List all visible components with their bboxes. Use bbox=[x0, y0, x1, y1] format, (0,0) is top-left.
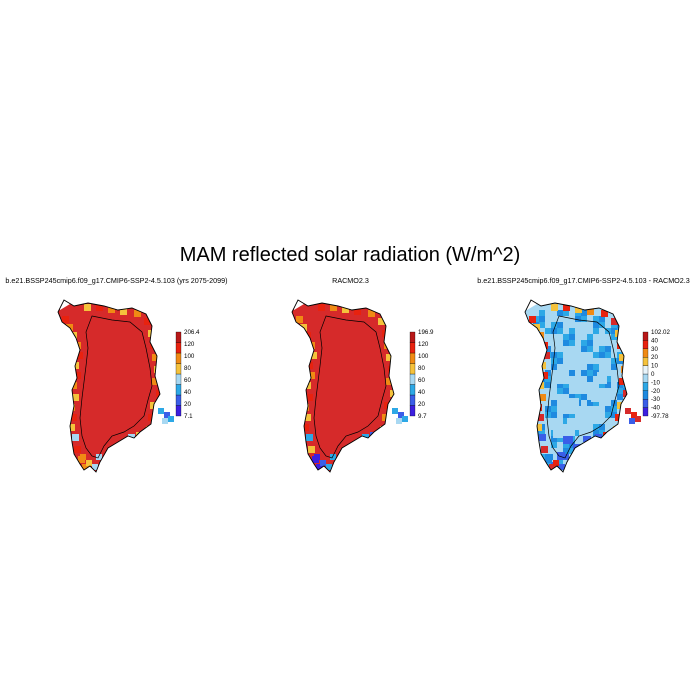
colorbar-racmo: 9.7 20 40 60 80 100 120 196.9 bbox=[409, 329, 434, 420]
colorbar-segment bbox=[409, 352, 416, 364]
colorbar-label: 206.4 bbox=[184, 329, 200, 336]
colorbar-segment bbox=[409, 373, 416, 385]
colorbar-segment bbox=[409, 342, 416, 354]
colorbar-label: 0 bbox=[651, 371, 655, 378]
colorbar-label: 40 bbox=[184, 389, 191, 396]
colorbar-label: 10 bbox=[651, 363, 658, 370]
colorbar-segment bbox=[642, 373, 649, 383]
colorbar-label: 100 bbox=[184, 353, 195, 360]
colorbar-segment bbox=[175, 331, 182, 343]
offshore-patch-racmo bbox=[392, 408, 408, 424]
panel-title-racmo: RACMO2.3 bbox=[332, 276, 369, 285]
map-panel-model: b.e21.BSSP245cmip6.f09_g17.CMIP6-SSP2-4.… bbox=[0, 276, 233, 476]
colorbar-segment bbox=[642, 399, 649, 408]
colorbar-label: 9.7 bbox=[418, 413, 427, 420]
colorbar-segment bbox=[409, 405, 416, 417]
colorbar-segment bbox=[175, 342, 182, 354]
panel-title-diff: b.e21.BSSP245cmip6.f09_g17.CMIP6-SSP2-4.… bbox=[477, 276, 690, 285]
colorbar-segment bbox=[175, 352, 182, 364]
colorbar-segment bbox=[642, 357, 649, 366]
colorbar-segment bbox=[175, 394, 182, 406]
map-panel-diff: b.e21.BSSP245cmip6.f09_g17.CMIP6-SSP2-4.… bbox=[467, 276, 700, 476]
colorbar-segment bbox=[642, 331, 649, 341]
greenland-map-model: 7.1 20 40 60 80 100 120 206.4 bbox=[57, 299, 200, 473]
colorbar-segment bbox=[175, 405, 182, 417]
colorbar-label: 120 bbox=[184, 341, 195, 348]
panel-title-model: b.e21.BSSP245cmip6.f09_g17.CMIP6-SSP2-4.… bbox=[5, 276, 228, 285]
colorbar-label: 20 bbox=[418, 401, 425, 408]
offshore-patch-model bbox=[158, 408, 174, 424]
colorbar-label: 20 bbox=[651, 354, 658, 361]
colorbar-label: 100 bbox=[418, 353, 429, 360]
colorbar-segment bbox=[642, 382, 649, 391]
colorbar-segment bbox=[409, 331, 416, 343]
colorbar-label: 60 bbox=[184, 377, 191, 384]
colorbar-segment bbox=[175, 373, 182, 385]
colorbar-segment bbox=[642, 390, 649, 400]
figure-title: MAM reflected solar radiation (W/m^2) bbox=[179, 244, 521, 266]
colorbar-segment bbox=[409, 394, 416, 406]
colorbar-label: 20 bbox=[184, 401, 191, 408]
colorbar-model: 7.1 20 40 60 80 100 120 206.4 bbox=[175, 329, 200, 420]
field-racmo bbox=[292, 300, 394, 472]
colorbar-label: 196.9 bbox=[418, 329, 434, 336]
colorbar-label: 40 bbox=[651, 337, 658, 344]
map-panel-racmo: RACMO2.3 9.7 20 40 60 80 100 120 196.9 bbox=[234, 276, 467, 476]
colorbar-label: -97.78 bbox=[651, 413, 669, 420]
colorbar-label: -30 bbox=[651, 396, 661, 403]
offshore-patch-diff bbox=[625, 408, 641, 424]
colorbar-segment bbox=[409, 363, 416, 375]
colorbar-label: 40 bbox=[418, 389, 425, 396]
colorbar-label: 60 bbox=[418, 377, 425, 384]
colorbar-segment bbox=[642, 407, 649, 417]
colorbar-label: 30 bbox=[651, 346, 658, 353]
colorbar-segment bbox=[409, 384, 416, 396]
colorbar-segment bbox=[175, 363, 182, 375]
colorbar-label: 7.1 bbox=[184, 413, 193, 420]
colorbar-segment bbox=[175, 384, 182, 396]
field-model bbox=[58, 300, 160, 472]
field-diff bbox=[525, 300, 627, 472]
colorbar-label: 80 bbox=[184, 365, 191, 372]
colorbar-label: -20 bbox=[651, 388, 661, 395]
colorbar-label: 80 bbox=[418, 365, 425, 372]
colorbar-label: 102.02 bbox=[651, 329, 670, 336]
colorbar-segment bbox=[642, 365, 649, 375]
colorbar-segment bbox=[642, 348, 649, 358]
colorbar-segment bbox=[642, 340, 649, 349]
colorbar-label: -40 bbox=[651, 405, 661, 412]
greenland-map-racmo: 9.7 20 40 60 80 100 120 196.9 bbox=[291, 299, 434, 473]
colorbar-label: 120 bbox=[418, 341, 429, 348]
colorbar-label: -10 bbox=[651, 379, 661, 386]
